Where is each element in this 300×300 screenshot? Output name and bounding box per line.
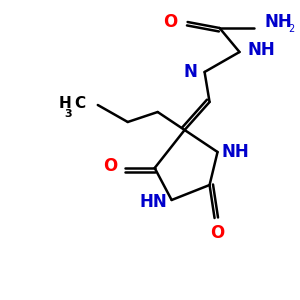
Text: N: N xyxy=(184,63,198,81)
Text: O: O xyxy=(210,224,225,242)
Text: NH: NH xyxy=(221,143,249,161)
Text: HN: HN xyxy=(140,193,168,211)
Text: NH: NH xyxy=(264,13,292,31)
Text: O: O xyxy=(103,157,118,175)
Text: C: C xyxy=(74,95,85,110)
Text: H: H xyxy=(59,95,72,110)
Text: $_2$: $_2$ xyxy=(288,21,296,35)
Text: O: O xyxy=(164,13,178,31)
Text: NH: NH xyxy=(248,41,275,59)
Text: 3: 3 xyxy=(64,109,72,119)
